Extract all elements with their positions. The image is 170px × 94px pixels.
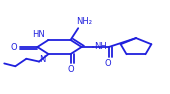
- Text: O: O: [67, 65, 74, 74]
- Text: N: N: [39, 55, 46, 64]
- Text: O: O: [105, 59, 111, 68]
- Text: O: O: [11, 42, 17, 52]
- Text: NH₂: NH₂: [76, 17, 92, 26]
- Text: NH: NH: [94, 42, 107, 51]
- Text: HN: HN: [32, 30, 45, 39]
